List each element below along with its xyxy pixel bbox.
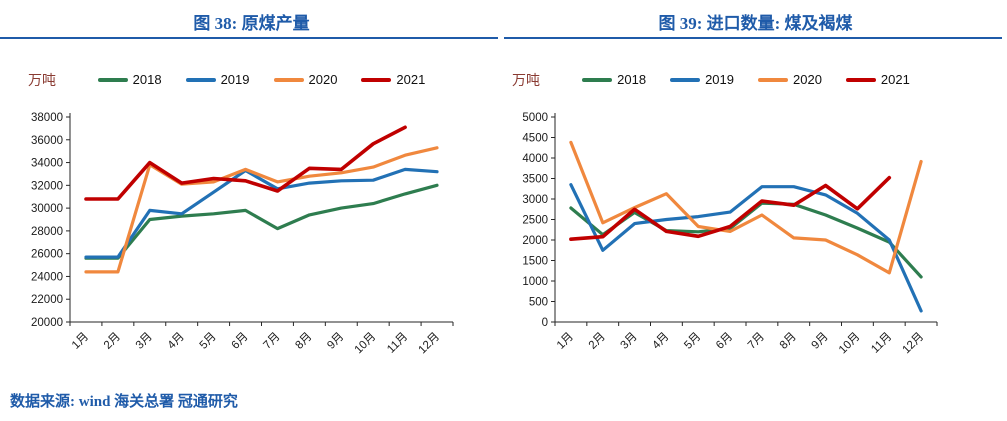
legend-item-2018: 2018 [97,72,162,87]
chart-title: 图 38: 原煤产量 [193,14,310,33]
svg-text:10月: 10月 [353,331,379,357]
svg-text:2月: 2月 [102,331,123,352]
svg-text:3500: 3500 [522,174,548,186]
svg-text:3000: 3000 [522,194,548,206]
svg-text:2000: 2000 [522,235,548,247]
chart-legend: 2018 2019 2020 2021 [555,72,937,87]
legend-label: 2018 [132,72,162,87]
legend-label: 2021 [396,72,426,87]
svg-text:10月: 10月 [837,331,863,357]
svg-text:1月: 1月 [70,331,91,352]
svg-text:8月: 8月 [778,331,799,352]
svg-text:3月: 3月 [619,331,640,352]
svg-text:24000: 24000 [31,271,63,283]
legend-item-2020: 2020 [273,72,338,87]
svg-text:1500: 1500 [522,256,548,268]
svg-text:3月: 3月 [134,331,155,352]
legend-label: 2021 [880,72,910,87]
chart-panel-coal-imports: 图 39: 进口数量: 煤及褐煤 万吨 2018 2019 2020 2021 0 50… [504,0,1007,421]
legend-line-swatch [97,77,128,82]
svg-text:28000: 28000 [31,226,63,238]
svg-text:11月: 11月 [385,331,410,356]
data-source-note: 数据来源: wind 海关总署 冠通研究 [10,394,238,410]
y-axis-unit-label: 万吨 [512,72,540,88]
svg-text:4月: 4月 [650,331,671,352]
legend-item-2019: 2019 [185,72,250,87]
chart-title: 图 39: 进口数量: 煤及褐煤 [658,14,853,33]
legend-line-swatch [758,77,788,82]
legend-line-swatch [845,77,876,82]
svg-text:9月: 9月 [810,331,831,352]
svg-text:1000: 1000 [522,276,548,288]
svg-text:22000: 22000 [31,294,63,306]
title-underline [0,37,498,39]
svg-text:1月: 1月 [555,331,576,352]
svg-text:20000: 20000 [31,317,63,329]
svg-text:12月: 12月 [416,331,442,357]
svg-text:38000: 38000 [31,112,63,124]
line-chart: 20000 22000 24000 26000 28000 30000 32000 34000… [0,100,503,390]
svg-text:7月: 7月 [746,331,767,352]
svg-text:8月: 8月 [293,331,314,352]
svg-text:6月: 6月 [714,331,735,352]
legend-item-2019: 2019 [670,72,734,87]
legend-line-swatch [185,77,216,82]
svg-text:9月: 9月 [325,331,346,352]
legend-line-swatch [361,77,392,82]
chart-panel-raw-coal-output: 图 38: 原煤产量 万吨 2018 2019 2020 2021 20000 2200… [0,0,503,421]
legend-line-swatch [582,77,613,82]
legend-label: 2018 [617,72,647,87]
svg-text:11月: 11月 [869,331,894,356]
svg-text:12月: 12月 [901,331,927,357]
legend-line-swatch [670,77,701,82]
svg-text:7月: 7月 [261,331,282,352]
legend-label: 2020 [308,72,338,87]
svg-text:5000: 5000 [522,112,548,124]
legend-item-2021: 2021 [361,72,425,87]
svg-text:2500: 2500 [522,215,548,227]
svg-text:0: 0 [542,317,548,329]
legend-item-2021: 2021 [845,72,910,87]
svg-text:4500: 4500 [522,133,548,145]
title-underline [504,37,1002,39]
svg-text:34000: 34000 [31,158,63,170]
legend-label: 2019 [705,72,734,87]
line-chart: 0 500 1000 1500 2000 2500 3000 3500 4000 4500 5000… [504,100,1007,390]
legend-label: 2019 [220,72,250,87]
svg-text:30000: 30000 [31,203,63,215]
legend-line-swatch [273,77,304,82]
svg-text:36000: 36000 [31,135,63,147]
legend-label: 2020 [793,72,822,87]
svg-text:500: 500 [529,297,548,309]
y-axis-unit-label: 万吨 [28,72,56,88]
svg-text:26000: 26000 [31,249,63,261]
legend-item-2020: 2020 [758,72,822,87]
svg-text:5月: 5月 [198,331,219,352]
chart-legend: 2018 2019 2020 2021 [70,72,453,87]
svg-text:5月: 5月 [682,331,703,352]
legend-item-2018: 2018 [582,72,646,87]
svg-text:4月: 4月 [166,331,187,352]
svg-text:32000: 32000 [31,180,63,192]
svg-text:6月: 6月 [230,331,251,352]
svg-text:4000: 4000 [522,153,548,165]
svg-text:2月: 2月 [587,331,608,352]
